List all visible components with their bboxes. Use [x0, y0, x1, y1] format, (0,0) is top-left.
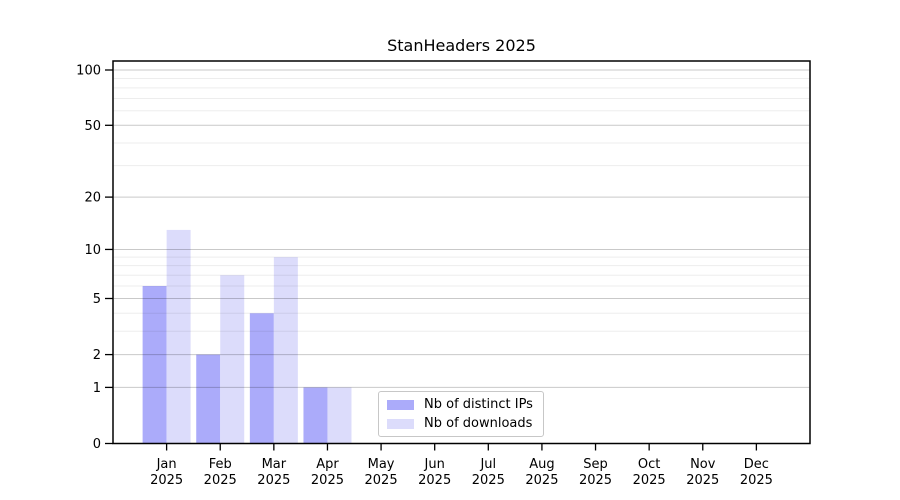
x-tick-label-month: Sep — [583, 457, 608, 472]
x-tick-label-month: Jul — [479, 457, 496, 472]
x-tick-label-year: 2025 — [472, 473, 505, 488]
x-tick-label-month: May — [368, 457, 395, 472]
x-tick-label-month: Dec — [744, 457, 769, 472]
legend-item-distinct-ips: Nb of distinct IPs — [387, 396, 533, 413]
x-tick-label-month: Apr — [316, 457, 339, 472]
x-tick-label-month: Mar — [262, 457, 287, 472]
x-tick-label-month: Feb — [209, 457, 232, 472]
bar-downloads-feb — [220, 275, 245, 444]
x-tick-label-year: 2025 — [204, 473, 237, 488]
x-tick-label-year: 2025 — [525, 473, 558, 488]
legend-item-downloads: Nb of downloads — [387, 415, 533, 432]
y-tick-label: 1 — [93, 381, 101, 396]
legend: Nb of distinct IPs Nb of downloads — [378, 391, 544, 437]
legend-swatch-downloads — [387, 418, 414, 429]
y-tick-label: 20 — [84, 191, 101, 206]
x-tick-label-year: 2025 — [633, 473, 666, 488]
chart-title: StanHeaders 2025 — [387, 36, 536, 55]
x-tick-label-year: 2025 — [686, 473, 719, 488]
bar-downloads-mar — [273, 257, 298, 444]
x-tick-label-year: 2025 — [257, 473, 290, 488]
legend-label-downloads: Nb of downloads — [424, 416, 533, 431]
y-tick-label: 5 — [93, 292, 101, 307]
bar-downloads-jan — [166, 229, 191, 444]
x-tick-label-month: Nov — [690, 457, 716, 472]
bar-distinct-ips-jan — [142, 286, 167, 444]
y-tick-label: 50 — [84, 119, 101, 134]
x-tick-label-month: Aug — [529, 457, 554, 472]
bar-distinct-ips-apr — [303, 387, 328, 444]
x-tick-label-year: 2025 — [418, 473, 451, 488]
bar-downloads-apr — [327, 387, 352, 444]
x-tick-label-year: 2025 — [311, 473, 344, 488]
y-tick-label: 10 — [84, 243, 101, 258]
x-tick-label-month: Oct — [638, 457, 660, 472]
plot-frame — [112, 60, 811, 445]
bar-distinct-ips-feb — [196, 354, 221, 444]
x-tick-label-year: 2025 — [579, 473, 612, 488]
y-tick-label: 2 — [93, 348, 101, 363]
legend-swatch-distinct-ips — [387, 399, 414, 410]
legend-label-distinct-ips: Nb of distinct IPs — [424, 397, 533, 412]
bar-distinct-ips-mar — [249, 313, 274, 444]
y-tick-label: 0 — [93, 437, 101, 452]
x-tick-label-year: 2025 — [365, 473, 398, 488]
x-tick-label-month: Jun — [424, 457, 445, 472]
x-tick-label-year: 2025 — [150, 473, 183, 488]
y-tick-label: 100 — [76, 64, 101, 79]
x-tick-label-month: Jan — [156, 457, 177, 472]
x-tick-label-year: 2025 — [740, 473, 773, 488]
